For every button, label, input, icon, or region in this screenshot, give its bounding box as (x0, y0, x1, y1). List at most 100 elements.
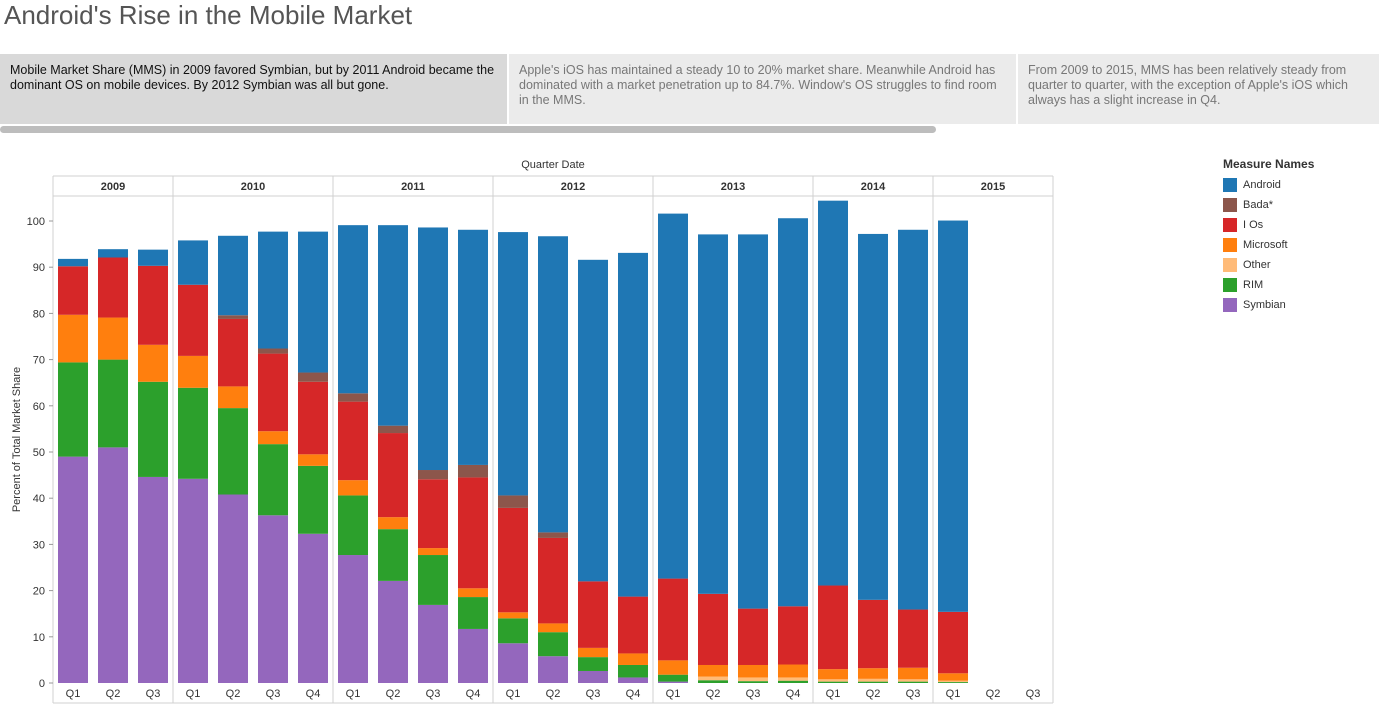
bar-segment-microsoft (178, 355, 208, 388)
legend-swatch (1223, 198, 1237, 212)
x-tick-label: Q3 (266, 688, 281, 700)
bar-segment-bada (338, 393, 368, 402)
legend-item[interactable]: Bada* (1223, 195, 1314, 215)
bar-segment-ios (698, 593, 728, 665)
bar-segment-rim (338, 495, 368, 556)
bar-segment-ios (58, 266, 88, 315)
y-tick-label: 0 (39, 678, 45, 690)
year-label: 2012 (561, 181, 585, 193)
bar-segment-rim (98, 359, 128, 448)
bar-segment-ios (258, 353, 288, 432)
bar-segment-microsoft (658, 660, 688, 675)
x-tick-label: Q3 (146, 688, 161, 700)
bar-segment-ios (178, 284, 208, 356)
bar-segment-ios (338, 401, 368, 481)
legend-item[interactable]: Other (1223, 255, 1314, 275)
bar-segment-symbian (218, 494, 248, 683)
bar-segment-rim (738, 681, 768, 683)
bar-segment-symbian (538, 656, 568, 683)
bar-segment-microsoft (778, 664, 808, 678)
bar-segment-rim (858, 681, 888, 683)
bar-segment-android (618, 252, 648, 597)
bar-segment-ios (138, 265, 168, 345)
bar-segment-ios (378, 433, 408, 518)
bar-segment-bada (258, 348, 288, 354)
bar-segment-microsoft (578, 647, 608, 658)
bar-segment-other (698, 676, 728, 681)
bar-segment-android (858, 233, 888, 600)
legend: Measure Names Android Bada* I Os Microsoft O… (1223, 157, 1314, 315)
legend-item[interactable]: Symbian (1223, 295, 1314, 315)
y-axis-title: Percent of Total Market Share (11, 367, 23, 512)
bar-segment-rim (378, 529, 408, 581)
bar-segment-microsoft (698, 664, 728, 677)
bar-segment-rim (938, 682, 968, 683)
bar-segment-android (898, 229, 928, 610)
y-tick-label: 90 (33, 262, 45, 274)
bar-segment-ios (938, 611, 968, 674)
y-tick-label: 50 (33, 447, 45, 459)
bar-segment-bada (418, 470, 448, 480)
caption-panel-3: From 2009 to 2015, MMS has been relative… (1018, 54, 1379, 124)
bar-segment-rim (898, 681, 928, 683)
horizontal-scrollbar[interactable] (0, 126, 936, 133)
x-tick-label: Q2 (866, 688, 881, 700)
bar-segment-bada (498, 495, 528, 508)
bar-segment-other (738, 677, 768, 682)
bar-segment-ios (658, 578, 688, 661)
bar-segment-bada (538, 532, 568, 538)
legend-label: Android (1243, 179, 1281, 191)
stacked-bar-chart: Quarter Date Percent of Total Market Shar… (11, 159, 1054, 704)
bar-segment-other (858, 678, 888, 682)
bar-segment-android (738, 234, 768, 609)
x-tick-label: Q3 (426, 688, 441, 700)
year-label: 2011 (401, 181, 425, 193)
bar-segment-android (138, 249, 168, 266)
bar-segment-rim (698, 680, 728, 683)
x-tick-label: Q1 (506, 688, 521, 700)
x-tick-label: Q4 (786, 688, 801, 700)
bar-segment-rim (58, 362, 88, 457)
bar-segment-android (298, 231, 328, 373)
bar-segment-symbian (578, 670, 608, 683)
legend-swatch (1223, 218, 1237, 232)
bar-segment-android (58, 258, 88, 267)
bar-segment-rim (818, 681, 848, 683)
year-label: 2009 (101, 181, 125, 193)
bar-segment-ios (738, 608, 768, 665)
bar-segment-symbian (458, 628, 488, 683)
bar-segment-microsoft (458, 588, 488, 598)
legend-label: Symbian (1243, 299, 1286, 311)
legend-item[interactable]: Microsoft (1223, 235, 1314, 255)
x-tick-label: Q2 (546, 688, 561, 700)
x-tick-label: Q3 (746, 688, 761, 700)
x-tick-label: Q2 (106, 688, 121, 700)
bar-segment-ios (458, 477, 488, 589)
bar-segment-microsoft (618, 653, 648, 665)
bar-segment-rim (538, 632, 568, 657)
legend-item[interactable]: I Os (1223, 215, 1314, 235)
y-tick-label: 30 (33, 539, 45, 551)
legend-label: RIM (1243, 279, 1264, 291)
x-tick-label: Q1 (66, 688, 81, 700)
bar-segment-rim (218, 408, 248, 495)
legend-label: Microsoft (1243, 239, 1288, 251)
bar-segment-microsoft (98, 317, 128, 360)
legend-item[interactable]: Android (1223, 175, 1314, 195)
bar-segment-rim (458, 597, 488, 629)
bar-segment-ios (298, 381, 328, 455)
bar-segment-rim (298, 465, 328, 534)
bar-segment-bada (458, 464, 488, 478)
bar-segment-symbian (338, 555, 368, 683)
x-tick-label: Q3 (586, 688, 601, 700)
bar-segment-android (938, 220, 968, 612)
bar-segment-android (218, 235, 248, 316)
x-tick-label: Q2 (226, 688, 241, 700)
y-tick-label: 40 (33, 493, 45, 505)
bar-segment-rim (578, 657, 608, 671)
legend-item[interactable]: RIM (1223, 275, 1314, 295)
bar-segment-symbian (258, 515, 288, 683)
x-tick-label: Q3 (1026, 688, 1041, 700)
x-tick-label: Q1 (826, 688, 841, 700)
legend-swatch (1223, 278, 1237, 292)
